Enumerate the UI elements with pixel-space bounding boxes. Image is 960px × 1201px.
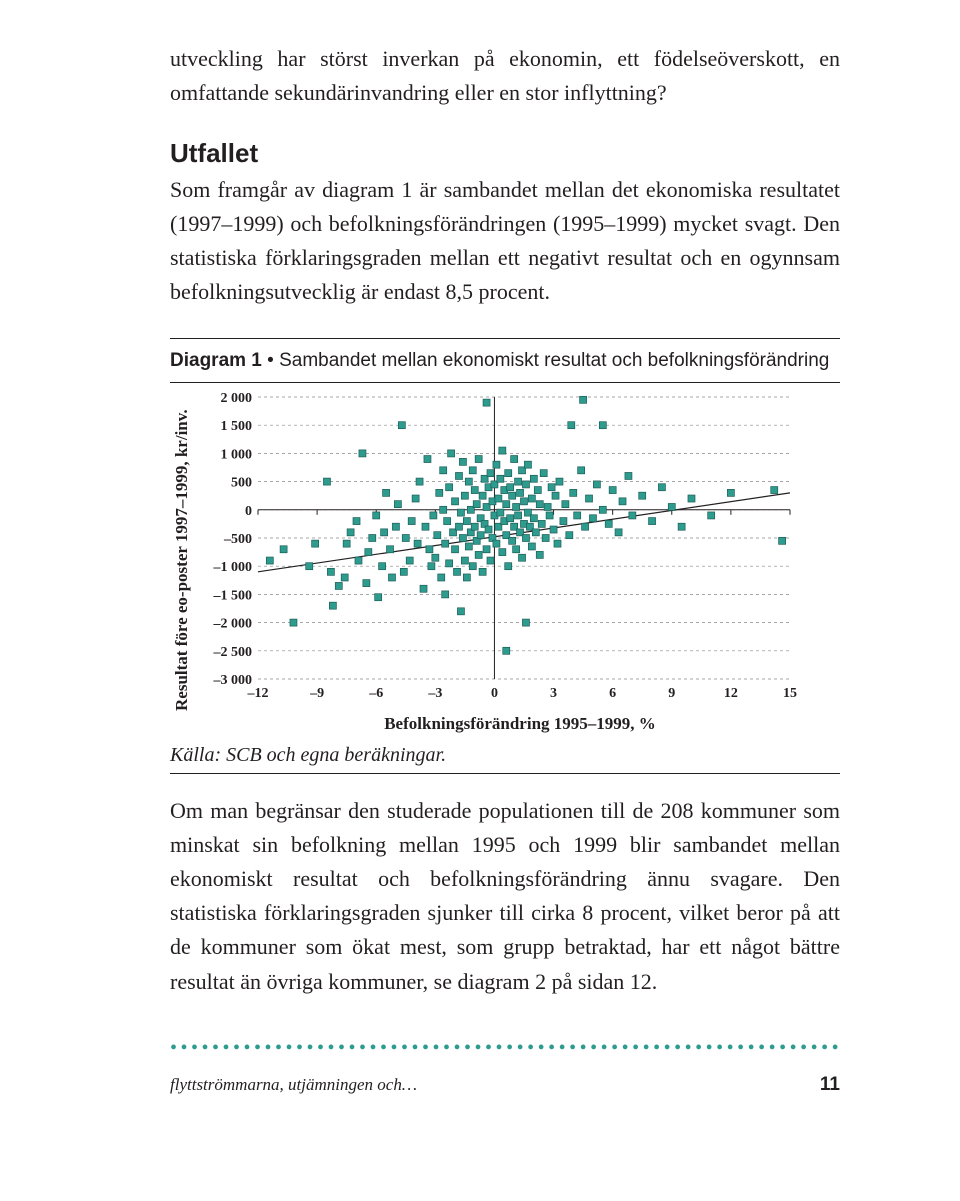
svg-text:–1 000: –1 000: [213, 560, 253, 575]
svg-text:12: 12: [724, 686, 738, 701]
svg-text:15: 15: [783, 686, 797, 701]
utfallet-paragraph: Som framgår av diagram 1 är sambandet me…: [170, 173, 840, 309]
svg-text:–6: –6: [368, 686, 383, 701]
svg-text:–2 000: –2 000: [213, 617, 253, 632]
page-footer: flyttströmmarna, utjämningen och… 11: [170, 1074, 840, 1096]
svg-text:3: 3: [550, 686, 557, 701]
svg-text:1 000: 1 000: [221, 448, 253, 463]
figure-title-lead: Diagram 1: [170, 350, 262, 371]
figure-bottom-rule: [170, 773, 840, 774]
chart-xlabel: Befolkningsförändring 1995–1999, %: [200, 714, 840, 734]
scatter-chart: –3 000 –2 500 –2 000 –1 500 –1 000 –500 0 500 1 …: [200, 387, 800, 707]
figure-top-rule: [170, 338, 840, 339]
figure-title-rest: Sambandet mellan ekonomiskt resultat och…: [279, 350, 829, 371]
svg-text:–2 500: –2 500: [213, 645, 253, 660]
svg-text:–1 500: –1 500: [213, 589, 253, 604]
figure-source: Källa: SCB och egna beräkningar.: [170, 744, 840, 767]
footer-page-number: 11: [820, 1074, 840, 1096]
figure-title: Diagram 1 • Sambandet mellan ekonomiskt …: [170, 347, 840, 375]
svg-text:–3: –3: [427, 686, 442, 701]
svg-text:9: 9: [668, 686, 675, 701]
intro-paragraph: utveckling har störst inverkan på ekonom…: [170, 42, 840, 110]
svg-text:1 500: 1 500: [221, 419, 253, 434]
svg-text:6: 6: [609, 686, 616, 701]
decorative-dots: ••••••••••••••••••••••••••••••••••••••••…: [170, 1037, 840, 1060]
svg-text:–500: –500: [223, 532, 252, 547]
figure-bullet: •: [267, 350, 279, 371]
footer-title: flyttströmmarna, utjämningen och…: [170, 1075, 417, 1095]
figure-mid-rule: [170, 382, 840, 383]
svg-text:0: 0: [491, 686, 498, 701]
section-heading-utfallet: Utfallet: [170, 138, 840, 169]
chart-ylabel: Resultat före eo-poster 1997–1999, kr/in…: [170, 387, 200, 734]
after-paragraph: Om man begränsar den studerade populatio…: [170, 794, 840, 999]
svg-text:500: 500: [231, 476, 252, 491]
svg-text:0: 0: [245, 504, 252, 519]
svg-text:–9: –9: [309, 686, 324, 701]
figure-block: Diagram 1 • Sambandet mellan ekonomiskt …: [170, 338, 840, 775]
svg-text:2 000: 2 000: [221, 391, 253, 406]
svg-text:–12: –12: [247, 686, 269, 701]
svg-text:–3 000: –3 000: [213, 673, 253, 688]
